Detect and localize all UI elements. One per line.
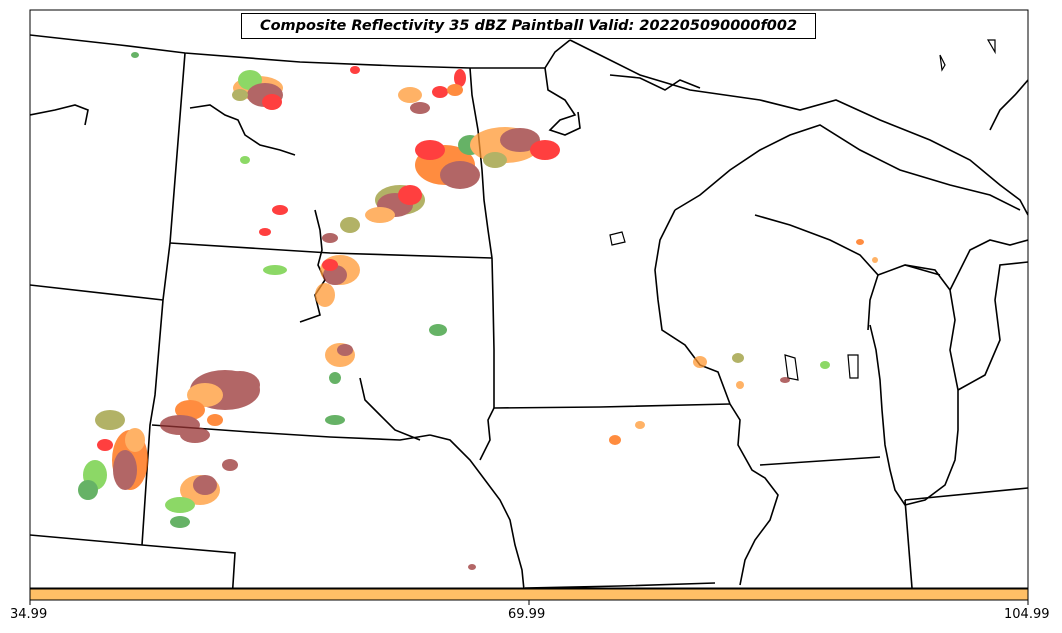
reflectivity-cells bbox=[78, 52, 878, 570]
state-boundaries bbox=[30, 34, 1028, 588]
colorbar-tick-label-max: 104.99 bbox=[1004, 607, 1050, 622]
map-frame bbox=[29, 9, 1029, 589]
map-title: Composite Reflectivity 35 dBZ Paintball … bbox=[241, 13, 816, 39]
colorbar bbox=[29, 588, 1029, 601]
colorbar-tick-label-mid: 69.99 bbox=[508, 607, 546, 622]
lakes bbox=[609, 39, 996, 381]
colorbar-tick-label-min: 34.99 bbox=[10, 607, 48, 622]
